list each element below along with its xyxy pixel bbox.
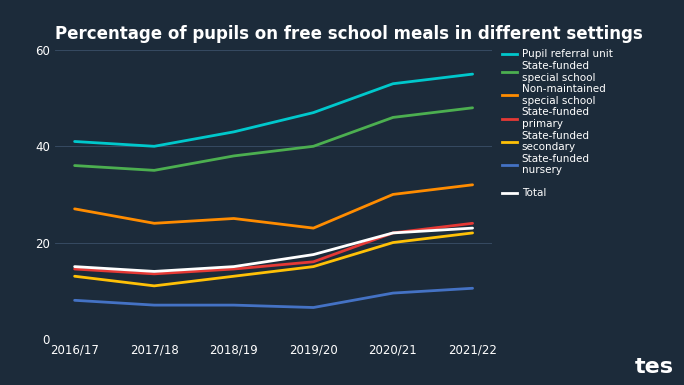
Text: Percentage of pupils on free school meals in different settings: Percentage of pupils on free school meal…	[55, 25, 642, 43]
Legend: Pupil referral unit, State-funded
special school, Non-maintained
special school,: Pupil referral unit, State-funded specia…	[502, 50, 613, 198]
Text: tes: tes	[635, 357, 674, 377]
